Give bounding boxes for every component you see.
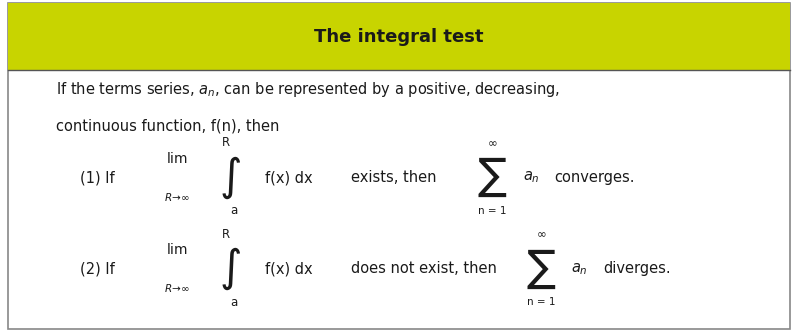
Text: R: R [222,136,230,149]
Text: R: R [222,227,230,241]
Text: diverges.: diverges. [603,261,671,277]
Text: a: a [230,204,238,217]
Text: $\int$: $\int$ [219,154,241,201]
Text: $R\!\rightarrow\!\infty$: $R\!\rightarrow\!\infty$ [164,191,190,203]
Text: The integral test: The integral test [314,28,484,45]
Text: $\lim$: $\lim$ [166,242,188,257]
Text: $\sum$: $\sum$ [477,156,508,199]
Text: If the terms series, $a_n$, can be represented by a positive, decreasing,: If the terms series, $a_n$, can be repre… [56,80,560,99]
FancyBboxPatch shape [8,3,790,329]
FancyBboxPatch shape [8,3,790,70]
Text: $R\!\rightarrow\!\infty$: $R\!\rightarrow\!\infty$ [164,282,190,294]
Text: converges.: converges. [555,170,635,185]
Text: f(x) dx: f(x) dx [265,261,313,277]
Text: $a_n$: $a_n$ [523,170,539,186]
Text: $\infty$: $\infty$ [535,227,547,241]
Text: (1) If: (1) If [80,170,114,185]
Text: (2) If: (2) If [80,261,115,277]
Text: $\lim$: $\lim$ [166,151,188,166]
Text: $\sum$: $\sum$ [526,247,556,290]
Text: continuous function, f(n), then: continuous function, f(n), then [56,119,279,134]
Text: n = 1: n = 1 [527,297,555,307]
Text: n = 1: n = 1 [478,206,507,216]
Text: $\infty$: $\infty$ [487,136,498,149]
Text: does not exist, then: does not exist, then [351,261,497,277]
Text: $a_n$: $a_n$ [571,261,588,277]
Text: $\int$: $\int$ [219,246,241,292]
Text: a: a [230,295,238,309]
Text: exists, then: exists, then [351,170,437,185]
Text: f(x) dx: f(x) dx [265,170,313,185]
